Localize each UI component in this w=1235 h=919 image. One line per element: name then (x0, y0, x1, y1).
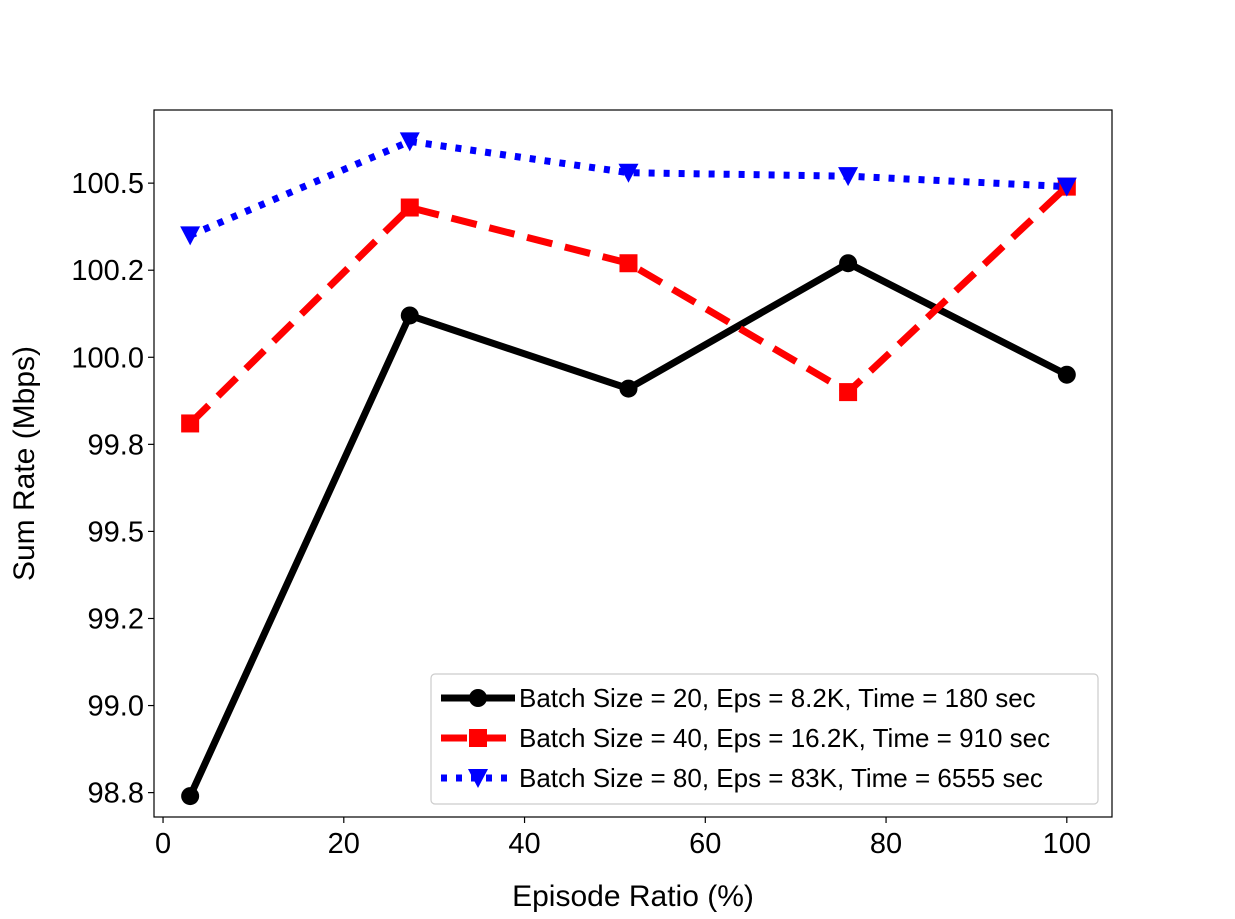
series-1 (181, 254, 1076, 806)
legend-marker-1 (469, 689, 487, 707)
series-3-line (188, 137, 1067, 239)
series-3-point (1056, 177, 1077, 197)
y-tick-label: 99.5 (88, 516, 144, 548)
y-tick-label: 98.8 (88, 778, 144, 810)
series-3-point (399, 132, 420, 152)
series-1-point (839, 254, 858, 273)
legend: Batch Size = 20, Eps = 8.2K, Time = 180 … (430, 673, 1099, 805)
series-2-point (619, 254, 638, 273)
x-tick-label: 60 (689, 828, 721, 860)
legend-label-1: Batch Size = 20, Eps = 8.2K, Time = 180 … (519, 683, 1036, 713)
legend-marker-3 (468, 769, 488, 788)
series-2-point (839, 383, 858, 402)
series-1-point (181, 787, 200, 806)
x-tick-label: 40 (508, 828, 540, 860)
series-1-point (1057, 365, 1076, 384)
series-3-point (838, 167, 859, 187)
series-2-line (187, 184, 1070, 426)
y-tick-label: 99.2 (88, 603, 144, 635)
series-1-point (400, 306, 419, 325)
x-tick-label: 80 (870, 828, 902, 860)
series-2-point (400, 198, 419, 217)
legend-label-2: Batch Size = 40, Eps = 16.2K, Time = 910… (519, 723, 1050, 753)
plot-area (180, 132, 1077, 806)
legend-label-3: Batch Size = 80, Eps = 83K, Time = 6555 … (519, 763, 1043, 793)
x-tick-label: 20 (328, 828, 360, 860)
x-axis-label: Episode Ratio (%) (512, 880, 754, 913)
series-1-point (619, 379, 638, 398)
legend-marker-2 (469, 729, 487, 747)
y-tick-label: 99.8 (88, 429, 144, 461)
axes: 0 20 40 60 80 100 98.8 99.0 99.2 99.5 99.8 100.0 100… (71, 168, 1091, 860)
plot-frame (153, 109, 1113, 818)
series-2-point (181, 414, 200, 433)
x-tick-label: 0 (155, 828, 171, 860)
series-3-point (180, 226, 201, 246)
series-3 (180, 132, 1077, 246)
y-tick-label: 100.2 (71, 255, 144, 287)
y-tick-label: 100.0 (71, 342, 144, 374)
series-3-point (618, 163, 639, 183)
y-tick-label: 99.0 (88, 691, 144, 723)
legend-frame (430, 673, 1099, 805)
y-tick-label: 100.5 (71, 168, 144, 200)
x-tick-label: 100 (1043, 828, 1091, 860)
y-axis-label: Sum Rate (Mbps) (8, 346, 41, 581)
